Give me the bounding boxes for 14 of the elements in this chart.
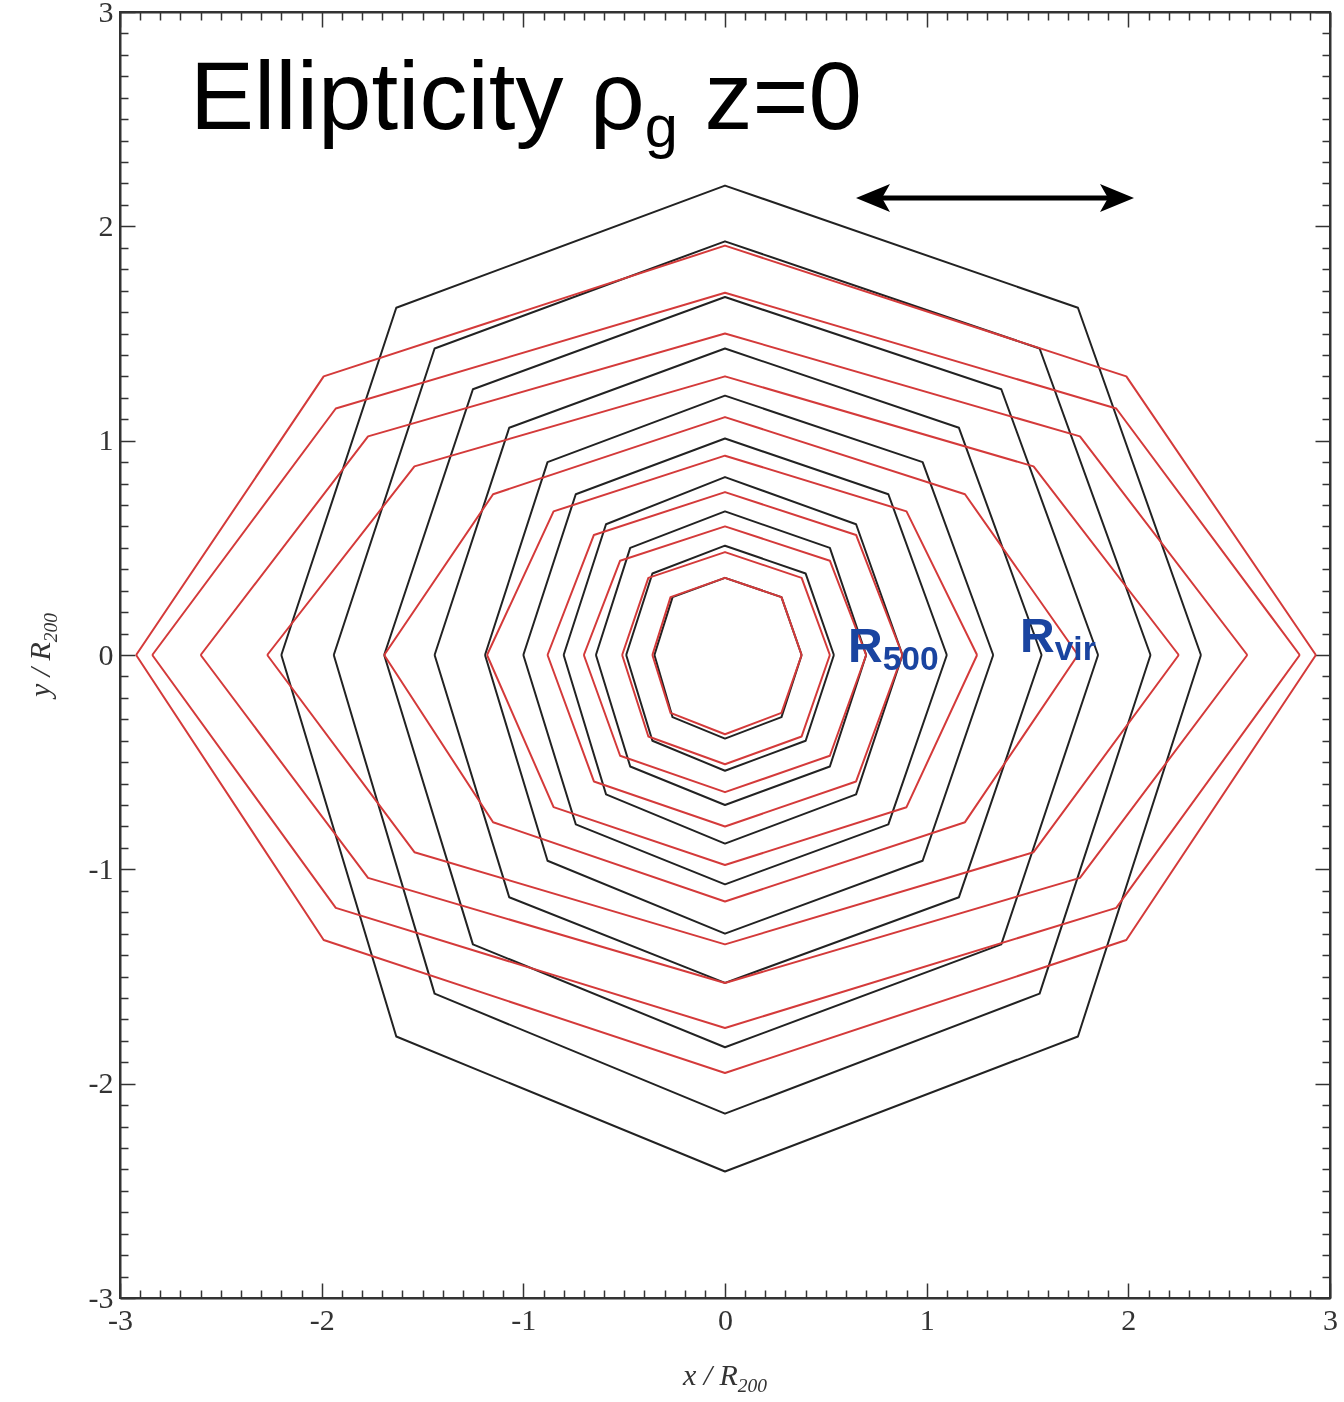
- x-tick-label: 1: [919, 1302, 935, 1336]
- y-tick-label: -2: [88, 1066, 114, 1100]
- chart-title: Ellipticity ρ$_{g}$ z=0: [190, 42, 862, 160]
- y-tick-label: 0: [98, 637, 114, 671]
- x-tick-label: -1: [511, 1302, 537, 1336]
- y-tick-label: 2: [98, 208, 114, 242]
- y-tick-label: -1: [88, 851, 114, 885]
- x-tick-label: -2: [309, 1302, 335, 1336]
- x-tick-label: 0: [718, 1302, 733, 1336]
- y-tick-label: 3: [98, 0, 114, 28]
- x-axis-title: x / R$_{200}$: [682, 1358, 768, 1397]
- x-tick-label: 2: [1121, 1302, 1137, 1336]
- x-tick-label: 3: [1323, 1302, 1338, 1336]
- y-tick-label: 1: [98, 423, 114, 457]
